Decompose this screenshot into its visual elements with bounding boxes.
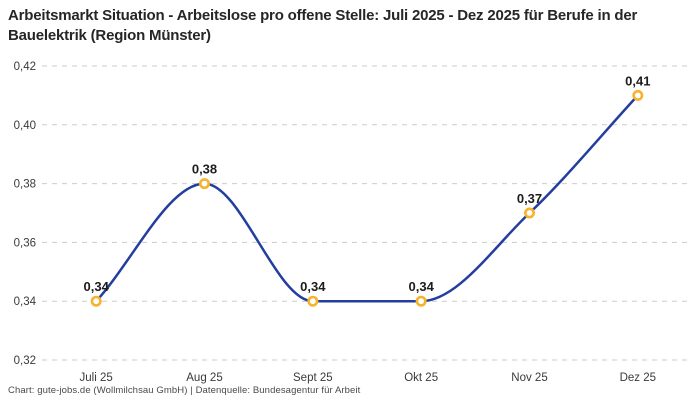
y-tick-label: 0,38 xyxy=(14,179,36,191)
data-point-label: 0,38 xyxy=(192,162,217,177)
y-tick-label: 0,34 xyxy=(14,296,37,308)
data-point-label: 0,34 xyxy=(409,279,435,294)
series-line xyxy=(94,94,640,303)
x-tick-label: Nov 25 xyxy=(511,372,547,384)
chart-credit-text: Chart: gute-jobs.de (Wollmilchsau GmbH) … xyxy=(8,385,361,396)
x-tick-label: Juli 25 xyxy=(80,372,113,384)
data-point-label: 0,34 xyxy=(84,279,110,294)
data-point-marker xyxy=(523,207,535,219)
x-tick-label: Sept 25 xyxy=(293,372,333,384)
data-point-marker xyxy=(307,295,319,307)
x-tick-label: Okt 25 xyxy=(404,372,438,384)
data-point-marker xyxy=(415,295,427,307)
data-point-label: 0,37 xyxy=(517,191,542,206)
data-point-marker xyxy=(199,178,211,190)
chart-title: Arbeitsmarkt Situation - Arbeitslose pro… xyxy=(8,7,638,45)
y-tick-label: 0,42 xyxy=(14,61,36,73)
data-point-marker xyxy=(632,89,644,101)
y-tick-label: 0,40 xyxy=(14,120,36,132)
data-point-label: 0,41 xyxy=(625,73,650,88)
data-point-label: 0,34 xyxy=(300,279,326,294)
y-tick-label: 0,32 xyxy=(14,355,36,367)
data-point-marker xyxy=(90,295,102,307)
x-tick-label: Dez 25 xyxy=(620,372,656,384)
y-tick-label: 0,36 xyxy=(14,237,36,249)
x-tick-label: Aug 25 xyxy=(186,372,222,384)
